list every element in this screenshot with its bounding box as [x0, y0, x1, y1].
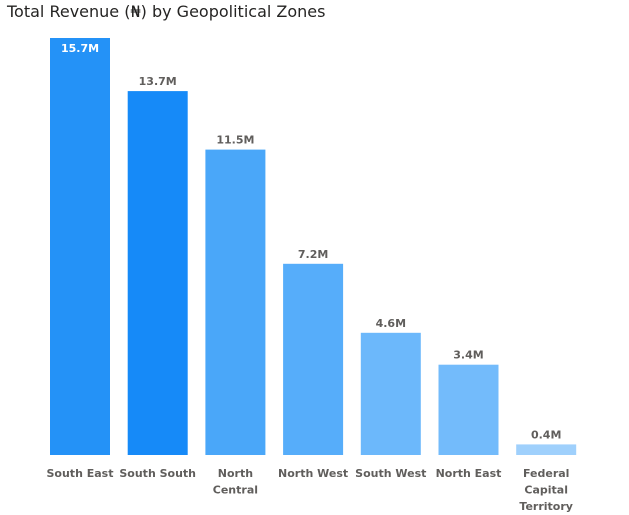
bar[interactable]	[438, 364, 499, 455]
category-label: North West	[278, 467, 348, 480]
category-label: North East	[436, 467, 502, 480]
category-label: North	[218, 467, 253, 480]
bar[interactable]	[50, 38, 110, 455]
bar[interactable]	[205, 149, 266, 455]
data-label: 4.6M	[376, 317, 406, 330]
bar[interactable]	[283, 263, 344, 455]
category-label: Territory	[519, 500, 573, 513]
category-label: South East	[47, 467, 114, 480]
data-label: 13.7M	[139, 75, 177, 88]
category-label: Central	[213, 484, 258, 497]
bar[interactable]	[516, 444, 577, 455]
data-label: 7.2M	[298, 248, 328, 261]
data-label: 15.7M	[61, 42, 99, 55]
category-label: South South	[119, 467, 196, 480]
data-label: 11.5M	[216, 134, 254, 147]
category-label: Federal	[523, 467, 569, 480]
bar[interactable]	[360, 332, 421, 455]
category-label: South West	[355, 467, 426, 480]
chart-title: Total Revenue (₦) by Geopolitical Zones	[7, 2, 326, 21]
data-label: 3.4M	[453, 349, 483, 362]
data-label: 0.4M	[531, 428, 561, 441]
category-label: Capital	[524, 484, 568, 497]
bar[interactable]	[127, 91, 188, 455]
